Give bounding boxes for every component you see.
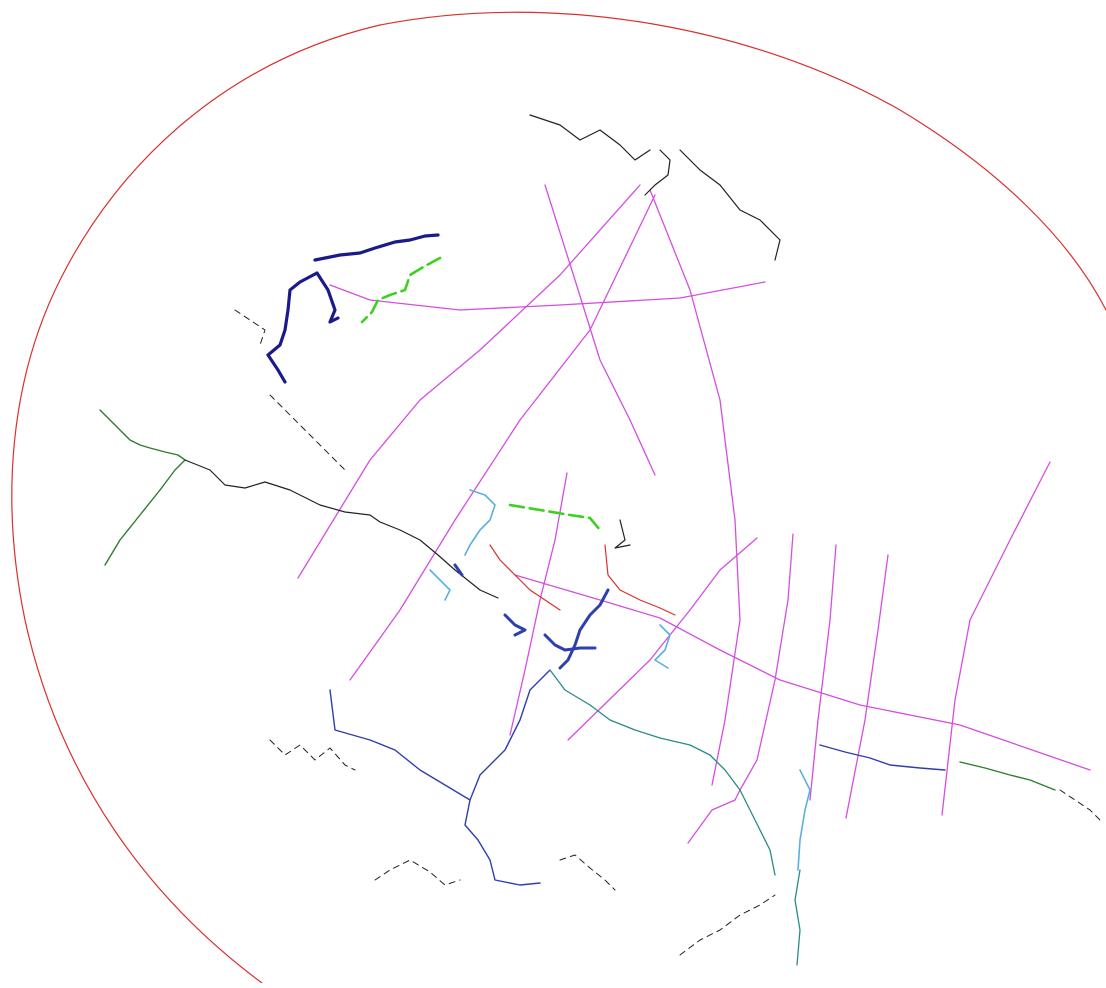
- black-line: [529, 114, 651, 161]
- blue-line: [329, 689, 541, 886]
- transect-line: [349, 194, 656, 681]
- transect-line: [809, 544, 837, 801]
- boundary-arc: [11, 11, 1106, 984]
- cyan-line: [429, 569, 451, 601]
- transect-line: [567, 537, 758, 741]
- green-line: [104, 459, 186, 566]
- green-line: [99, 409, 186, 461]
- green-dashed-line: [360, 256, 442, 324]
- black-dashed-clusters: [234, 309, 1101, 956]
- blue-cluster-line: [558, 588, 610, 670]
- transect-line: [544, 184, 656, 476]
- navy-line: [315, 271, 340, 324]
- green-dashed-line: [508, 503, 602, 532]
- transect-line: [687, 799, 736, 844]
- blue-cluster-line: [543, 633, 597, 652]
- dark-navy-route: [266, 233, 440, 384]
- transect-line: [845, 554, 889, 819]
- red-line: [604, 544, 676, 616]
- transect-line: [514, 574, 1091, 771]
- black-dashed-line: [679, 894, 776, 956]
- transect-line: [649, 189, 741, 786]
- blue-line: [469, 669, 551, 801]
- cyan-line: [654, 624, 671, 669]
- black-dashed-line: [559, 854, 616, 891]
- transect-line: [734, 533, 794, 801]
- teal-line: [549, 669, 776, 876]
- transect-line: [297, 184, 641, 579]
- cyan-line: [797, 769, 811, 871]
- red-line: [489, 544, 561, 611]
- teal-route: [549, 669, 801, 966]
- green-line: [959, 761, 1056, 791]
- navy-line: [313, 233, 440, 262]
- magenta-transects: [297, 184, 1091, 844]
- black-line: [184, 459, 499, 599]
- teal-line: [794, 869, 801, 966]
- black-dashed-line: [374, 859, 461, 886]
- cyan-line: [464, 489, 496, 556]
- thin-red-segment: [489, 544, 676, 616]
- light-cyan-segments: [429, 489, 811, 871]
- black-outlines: [184, 114, 781, 599]
- black-dashed-line: [1059, 789, 1101, 821]
- blue-cluster-line: [503, 613, 527, 637]
- navy-line: [266, 271, 319, 384]
- black-line: [614, 519, 631, 549]
- black-dashed-line: [234, 309, 266, 346]
- royal-blue-route: [329, 669, 946, 886]
- black-dashed-line: [269, 739, 356, 771]
- blue-cluster-center: [453, 563, 610, 670]
- black-line: [644, 149, 671, 196]
- transect-line: [941, 461, 1051, 816]
- blue-line: [819, 744, 946, 771]
- black-line: [679, 149, 781, 261]
- blue-cluster-line: [453, 563, 464, 577]
- bright-green-dashed: [360, 256, 602, 532]
- transect-line: [509, 472, 568, 736]
- black-dashed-line: [269, 394, 346, 471]
- transect-line: [329, 281, 766, 311]
- dark-green-route: [99, 409, 1056, 791]
